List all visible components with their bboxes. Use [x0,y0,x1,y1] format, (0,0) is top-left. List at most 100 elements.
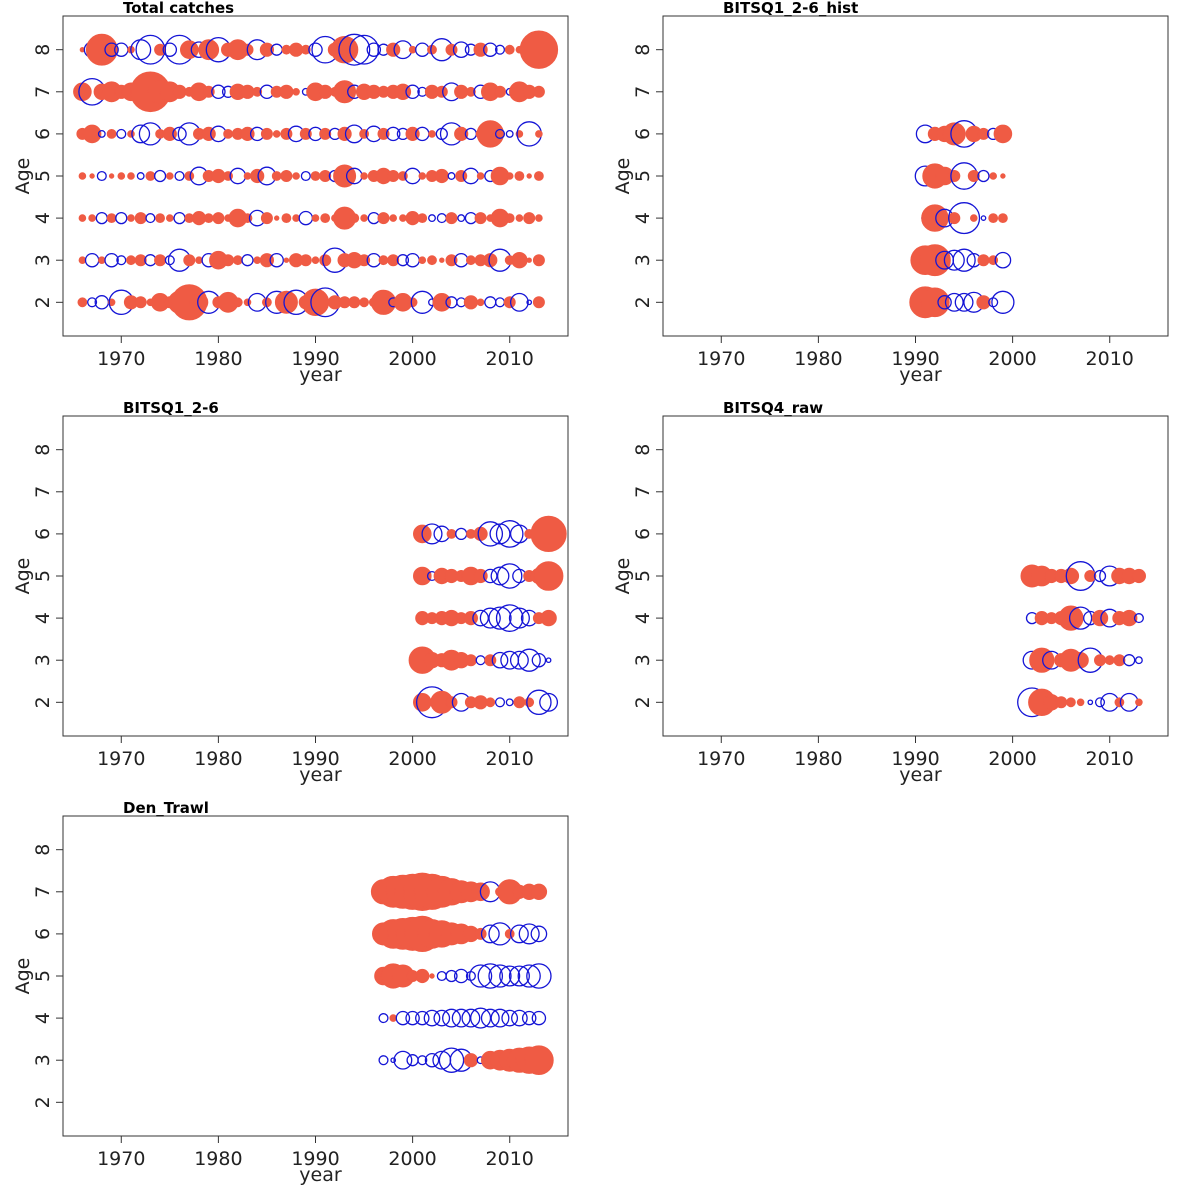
bubble-age3-2012 [1123,654,1136,667]
bubble-age3-1995 [358,254,371,267]
y-axis-label: Age [12,958,34,995]
bubble-age6-1969 [106,129,117,139]
y-tick-label: 7 [32,886,54,898]
y-tick-label: 4 [632,212,654,224]
bubble-age4-1989 [298,210,314,226]
bubble-age6-1976 [172,126,187,142]
bubble-age3-1982 [232,255,243,266]
bubble-age8-1969 [104,42,119,57]
panel-4: BITSQ4_raw 1970 1980 1990 2000 2010 2 3 4 5 6 7 8 yea… [612,399,1169,786]
bubble-age3-2006 [463,1053,478,1068]
bubble-age5-1977 [184,171,195,181]
bubble-age2-1994 [944,292,964,312]
bubble-age4-1978 [191,211,207,226]
y-tick-label: 6 [632,128,654,140]
panel-title: BITSQ1_2-6 [123,399,219,417]
bubble-age3-2003 [1029,647,1055,673]
bubble-age3-1987 [283,257,290,263]
x-tick-label: 1970 [97,348,145,370]
bubble-age4-1988 [292,214,300,222]
bubble-age2-2008 [1087,699,1094,706]
bubble-age3-2006 [466,255,476,266]
bubble-age4-2008 [480,1008,500,1028]
bubble-age6-1994 [942,122,966,146]
bubble-age7-1983 [240,84,255,99]
bubble-age2-2007 [473,695,488,710]
x-tick-label: 2000 [388,1148,436,1170]
bubble-age4-1967 [88,214,96,222]
y-tick-label: 6 [32,128,54,140]
bubble-age4-1966 [78,214,87,222]
bubble-age5-2011 [508,965,530,987]
panel-5: Den_Trawl 1970 1980 1990 2000 2010 2 3 4 5 6 7 8 year… [12,799,569,1186]
bubble-age7-2000 [405,84,420,100]
y-tick-label: 7 [32,86,54,98]
bubble-age4-2004 [442,1008,461,1028]
bubble-age4-1990 [311,214,320,222]
bubble-age4-1986 [274,215,280,221]
y-tick-label: 5 [632,170,654,182]
bubble-age6-1970 [116,128,127,139]
bubble-age7-1979 [202,85,215,98]
bubble-age3-1999 [393,1050,413,1070]
bubble-age2-2008 [485,697,496,708]
bubble-age5-2008 [1084,570,1097,582]
bubble-age3-1978 [195,256,203,265]
bubble-age4-1994 [349,213,360,224]
bubble-age3-1974 [154,254,167,267]
bubble-age3-1999 [994,251,1012,269]
bubble-age2-2011 [509,292,529,312]
bubble-age5-2013 [534,171,544,181]
bubble-age5-1987 [280,170,293,182]
panel-3: BITSQ1_2-6 1970 1980 1990 2000 2010 2 3 4 5 6 7 8 yea… [12,399,569,786]
bubble-age4-1969 [106,213,117,224]
panel-title: BITSQ4_raw [723,399,823,417]
bubble-age4-1999 [998,213,1008,224]
bubble-age2-1992 [920,287,950,318]
x-tick-label: 1980 [194,748,242,770]
bubble-age4-2006 [463,611,478,626]
bubble-age5-1975 [166,172,174,180]
bubble-age2-2013 [1135,698,1143,707]
bubble-age6-1979 [201,126,216,141]
bubble-age5-1969 [108,173,115,179]
bubble-age6-2009 [489,523,511,545]
y-tick-label: 2 [32,296,54,308]
bubble-age3-1983 [241,254,254,267]
bubble-age7-1988 [292,88,300,96]
bubble-age5-2010 [496,563,523,589]
bubble-age6-1997 [977,127,990,140]
y-tick-label: 2 [632,296,654,308]
bubble-age3-2000 [406,1054,419,1067]
plot-frame [62,415,569,737]
bubble-age4-2012 [1121,609,1138,627]
bubble-age3-1992 [919,244,951,277]
y-tick-label: 3 [632,254,654,266]
bubble-age3-2007 [1072,652,1089,669]
bubble-age6-1993 [337,126,352,141]
bubble-age5-2014 [533,561,564,591]
bubble-age5-1970 [117,172,126,180]
bubble-age3-2006 [464,654,477,667]
bubble-age4-2013 [531,1010,547,1026]
bubble-age3-1971 [126,255,136,266]
bubble-age4-1998 [389,214,398,222]
bubble-age2-2011 [1114,697,1125,708]
bubble-age2-1983 [243,298,252,307]
x-tick-label: 1980 [194,348,242,370]
y-axis-label: Age [612,158,634,195]
bubble-age6-1981 [223,129,234,139]
bubble-age2-1972 [134,296,147,309]
y-tick-label: 2 [632,696,654,708]
bubble-age5-2012 [526,173,532,179]
bubble-age3-1966 [78,256,87,265]
bubble-age8-2013 [519,30,559,69]
bubble-age4-1974 [155,213,166,224]
y-tick-label: 6 [32,528,54,540]
x-axis-label: year [299,364,342,386]
bubble-age4-2005 [457,214,466,223]
x-axis-label: year [299,1164,342,1186]
bubble-age4-2011 [515,214,524,222]
bubble-age4-2002 [428,214,436,223]
